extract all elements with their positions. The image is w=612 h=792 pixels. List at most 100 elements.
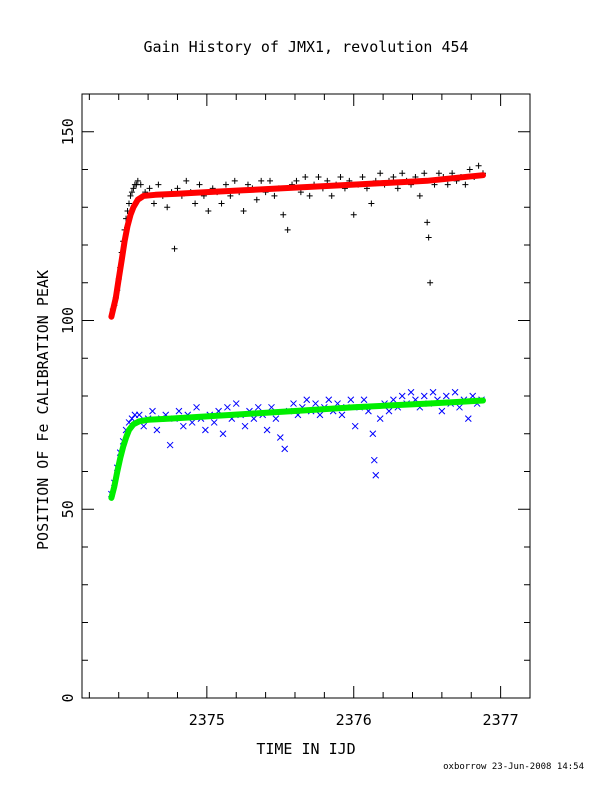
plus-point [466, 166, 473, 173]
plus-point [196, 181, 203, 188]
cross-point [372, 471, 380, 479]
plus-point [337, 174, 344, 181]
plus-point [164, 204, 171, 211]
x-tick-label: 2377 [483, 711, 519, 729]
cross-point [175, 407, 183, 415]
y-tick-label: 150 [59, 118, 77, 145]
cross-point [276, 434, 284, 441]
cross-point [370, 456, 378, 464]
plus-point [435, 170, 442, 177]
cross-point [140, 422, 148, 430]
cross-point [420, 392, 428, 400]
plus-point [328, 192, 335, 199]
plus-point [324, 177, 331, 184]
plus-point [293, 177, 300, 184]
x-tick-label: 2376 [336, 711, 372, 729]
cross-point [338, 411, 346, 419]
cross-point [250, 415, 258, 423]
plus-point [137, 181, 144, 188]
cross-point [398, 392, 406, 400]
plus-point [174, 185, 181, 192]
y-axis-label: POSITION OF Fe CALIBRATION PEAK [34, 270, 52, 550]
plus-point [244, 181, 251, 188]
cross-point [407, 388, 415, 396]
plus-point [130, 185, 137, 192]
plus-point [427, 279, 434, 286]
plus-point [424, 219, 431, 226]
cross-point [272, 415, 280, 423]
cross-point [188, 419, 196, 426]
x-tick-label: 2375 [189, 711, 225, 729]
plus-point [150, 200, 157, 207]
cross-point [149, 407, 156, 415]
plus-point [377, 170, 384, 177]
cross-point [232, 400, 240, 407]
cross-point [325, 396, 333, 404]
plus-point [359, 174, 366, 181]
cross-point [360, 396, 368, 404]
cross-point [241, 422, 249, 430]
plus-point [231, 177, 238, 184]
plus-point [171, 245, 178, 252]
plus-point [462, 181, 469, 188]
cross-point [281, 445, 289, 453]
cross-point [369, 430, 377, 438]
plus-point [350, 211, 357, 218]
plus-point [127, 192, 134, 199]
cross-point [316, 411, 324, 419]
plus-point [444, 181, 451, 188]
cross-point [193, 403, 200, 411]
plus-point [183, 177, 190, 184]
cross-point [451, 388, 459, 396]
cross-point [385, 407, 393, 415]
plus-point [192, 200, 199, 207]
plus-point [368, 200, 375, 207]
plus-point [315, 174, 322, 181]
cross-point [254, 403, 262, 411]
plus-point [205, 208, 212, 215]
cross-point [303, 396, 311, 404]
cross-point [153, 426, 161, 434]
x-axis-label: TIME IN IJD [256, 740, 355, 758]
cross-point [442, 392, 450, 400]
cross-point [351, 422, 359, 430]
plus-point [302, 174, 309, 181]
cross-point [390, 396, 397, 404]
cross-point [179, 422, 187, 430]
plus-point [284, 226, 291, 233]
data-marks [108, 162, 486, 501]
fit-curve [108, 172, 486, 320]
cross-point [312, 400, 319, 407]
plus-point [155, 181, 162, 188]
cross-point [135, 411, 143, 419]
plus-point [222, 181, 229, 188]
plus-point [253, 196, 260, 203]
plus-point [134, 177, 141, 184]
plus-point [126, 200, 133, 207]
cross-point [464, 415, 472, 423]
plus-point [280, 211, 287, 218]
y-tick-label: 100 [59, 307, 77, 334]
y-tick-label: 0 [59, 693, 77, 702]
cross-point [290, 400, 297, 407]
plus-point [146, 185, 153, 192]
cross-point [210, 419, 218, 426]
plus-point [399, 170, 406, 177]
cross-point [202, 426, 209, 434]
cross-point [347, 396, 355, 404]
footer-stamp: oxborrow 23-Jun-2008 14:54 [443, 762, 584, 772]
plus-point [425, 234, 432, 241]
plus-point [475, 162, 482, 169]
cross-point [224, 403, 231, 411]
cross-point [219, 430, 227, 438]
plus-point [267, 177, 274, 184]
plus-point [306, 192, 313, 199]
plus-point [218, 200, 225, 207]
plus-point [390, 174, 397, 181]
y-tick-label: 50 [59, 500, 77, 518]
plus-point [128, 189, 135, 196]
cross-point [456, 403, 463, 411]
cross-point [128, 415, 136, 423]
plus-point [416, 192, 423, 199]
